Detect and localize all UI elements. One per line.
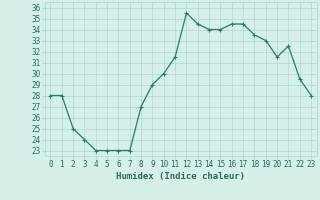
X-axis label: Humidex (Indice chaleur): Humidex (Indice chaleur) [116,172,245,181]
